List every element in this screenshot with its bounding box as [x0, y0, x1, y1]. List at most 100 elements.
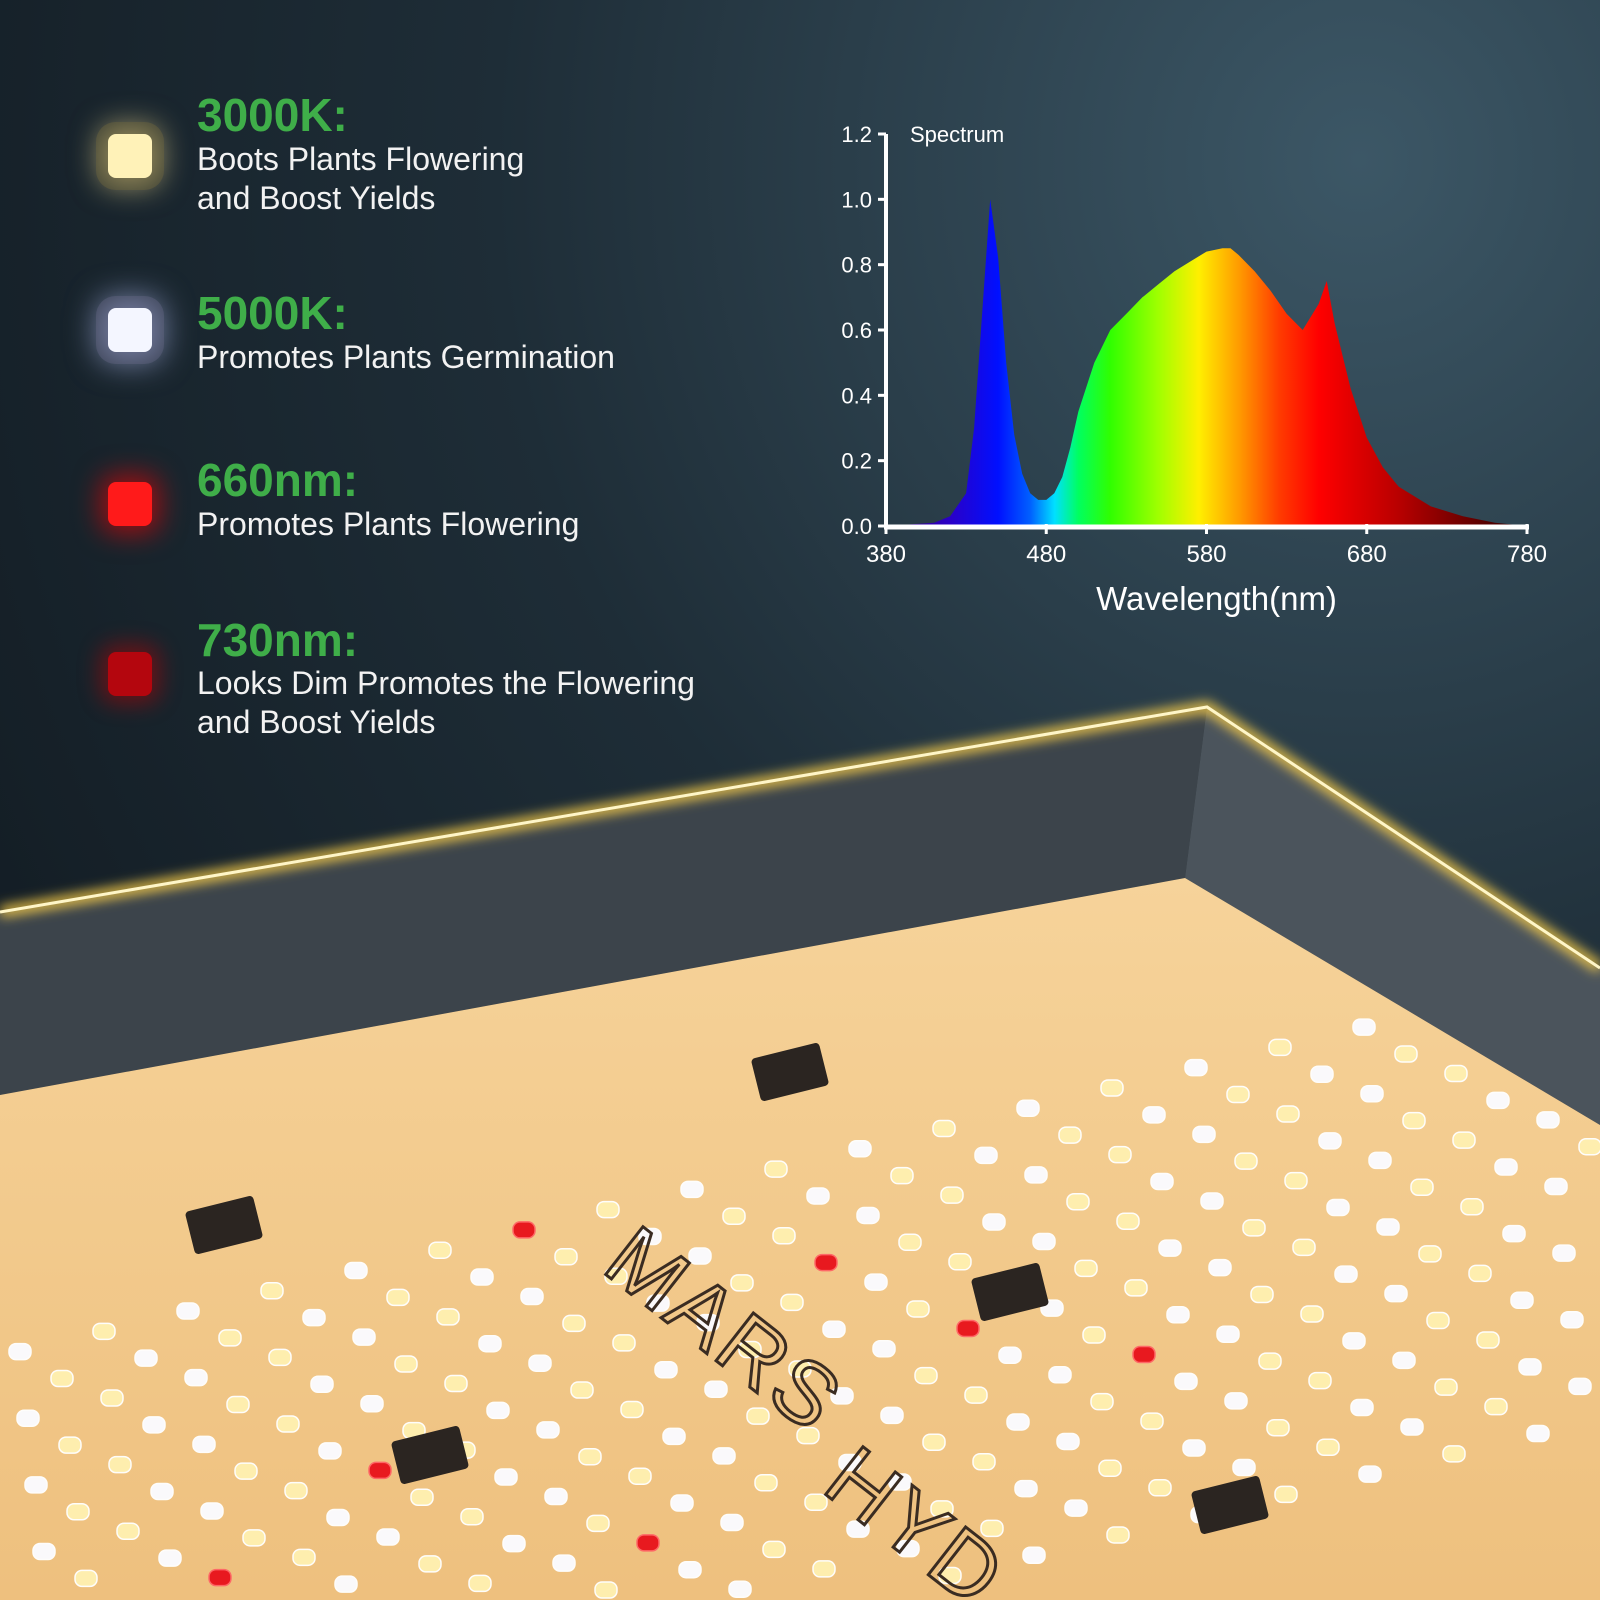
led-chip: [1334, 1265, 1358, 1283]
x-tick-label: 680: [1347, 541, 1387, 568]
led-chip: [1182, 1439, 1206, 1457]
led-chip: [368, 1461, 392, 1480]
led-chip: [1494, 1158, 1518, 1176]
x-tick-label: 780: [1507, 541, 1547, 568]
led-chip: [638, 1227, 662, 1246]
led-chip: [1006, 1413, 1030, 1431]
led-chip: [394, 1355, 418, 1373]
led-chip: [1132, 1345, 1156, 1364]
led-chip: [730, 1274, 754, 1292]
led-chip: [268, 1348, 292, 1367]
led-chip: [812, 1560, 836, 1578]
led-chip: [846, 1520, 870, 1538]
led-chip: [890, 1166, 914, 1185]
led-chip: [208, 1568, 232, 1587]
led-chip: [1224, 1392, 1248, 1410]
led-chip: [24, 1476, 48, 1494]
x-tick-label: 380: [866, 541, 906, 568]
led-chip: [1444, 1064, 1468, 1083]
y-tick-label: 0.6: [841, 318, 872, 343]
led-chip: [478, 1334, 502, 1353]
led-chip: [1310, 1065, 1334, 1084]
led-chip: [1058, 1126, 1082, 1144]
led-chip: [536, 1421, 560, 1439]
led-chip: [150, 1482, 174, 1501]
led-chip: [116, 1522, 140, 1540]
led-chip: [780, 1293, 804, 1312]
led-chip: [552, 1554, 576, 1572]
led-chip: [1326, 1198, 1350, 1217]
led-chip: [1056, 1432, 1080, 1451]
led-chip: [712, 1447, 736, 1465]
led-chip: [234, 1462, 258, 1480]
led-chip: [428, 1241, 452, 1259]
led-chip: [1166, 1305, 1190, 1324]
led-chip: [1032, 1232, 1056, 1251]
far-red-730nm-led-icon: [108, 652, 152, 696]
led-chip: [410, 1488, 434, 1507]
led-chip: [1360, 1085, 1384, 1103]
led-chip: [1276, 1105, 1300, 1123]
led-chip: [1400, 1418, 1424, 1436]
frame-edge-highlight: [0, 705, 1600, 970]
led-chip: [914, 1366, 938, 1385]
led-chip: [806, 1187, 830, 1205]
led-chip: [1106, 1526, 1130, 1544]
led-chip: [1342, 1332, 1366, 1350]
led-chip: [1258, 1352, 1282, 1370]
led-chip: [872, 1339, 896, 1358]
led-chip: [1468, 1264, 1492, 1283]
legend-desc-3000k-line-2: and Boost Yields: [197, 180, 436, 216]
spectrum-area: [886, 199, 1527, 527]
led-chip: [1460, 1198, 1484, 1216]
led-chip: [1074, 1259, 1098, 1278]
led-chip: [486, 1401, 510, 1420]
led-chip: [1100, 1079, 1124, 1097]
led-chip: [612, 1334, 636, 1352]
led-chip: [1266, 1418, 1290, 1437]
led-chip: [1308, 1371, 1332, 1390]
led-chip: [1124, 1279, 1148, 1297]
led-chip: [1526, 1424, 1550, 1443]
led-chip: [352, 1328, 376, 1346]
led-chip: [1518, 1358, 1542, 1376]
led-chip: [570, 1381, 594, 1399]
led-chip: [1418, 1245, 1442, 1263]
led-chip: [646, 1294, 670, 1312]
led-chip: [1142, 1106, 1166, 1124]
legend-desc-5000k: Promotes Plants Germination: [197, 339, 615, 375]
led-chip: [1350, 1398, 1374, 1417]
led-chip: [1216, 1325, 1240, 1343]
led-chip: [184, 1368, 208, 1387]
led-chip: [218, 1329, 242, 1347]
led-chip: [738, 1340, 762, 1359]
led-chip: [1352, 1018, 1376, 1036]
led-chip: [1200, 1192, 1224, 1210]
led-chip: [1484, 1397, 1508, 1416]
led-chip: [980, 1519, 1004, 1538]
led-chip: [772, 1226, 796, 1245]
led-chip: [1568, 1377, 1592, 1396]
led-chip: [1022, 1546, 1046, 1564]
led-chip: [58, 1436, 82, 1454]
led-chip: [284, 1481, 308, 1500]
driver-ic-chip: [391, 1426, 469, 1484]
y-tick-label: 0.2: [841, 449, 872, 474]
led-chip: [226, 1395, 250, 1414]
led-chip: [1242, 1219, 1266, 1237]
led-chip: [974, 1146, 998, 1165]
led-chip: [1394, 1045, 1418, 1063]
led-chip: [32, 1542, 56, 1561]
led-chip: [1016, 1099, 1040, 1117]
led-chip: [108, 1455, 132, 1474]
led-chip: [1452, 1131, 1476, 1149]
legend-title-3000k: 3000K:: [197, 89, 348, 141]
led-chip: [594, 1581, 618, 1599]
led-chip: [502, 1534, 526, 1553]
led-chip: [678, 1560, 702, 1579]
led-chip: [334, 1575, 358, 1593]
led-chip: [418, 1555, 442, 1573]
led-chip: [972, 1452, 996, 1471]
